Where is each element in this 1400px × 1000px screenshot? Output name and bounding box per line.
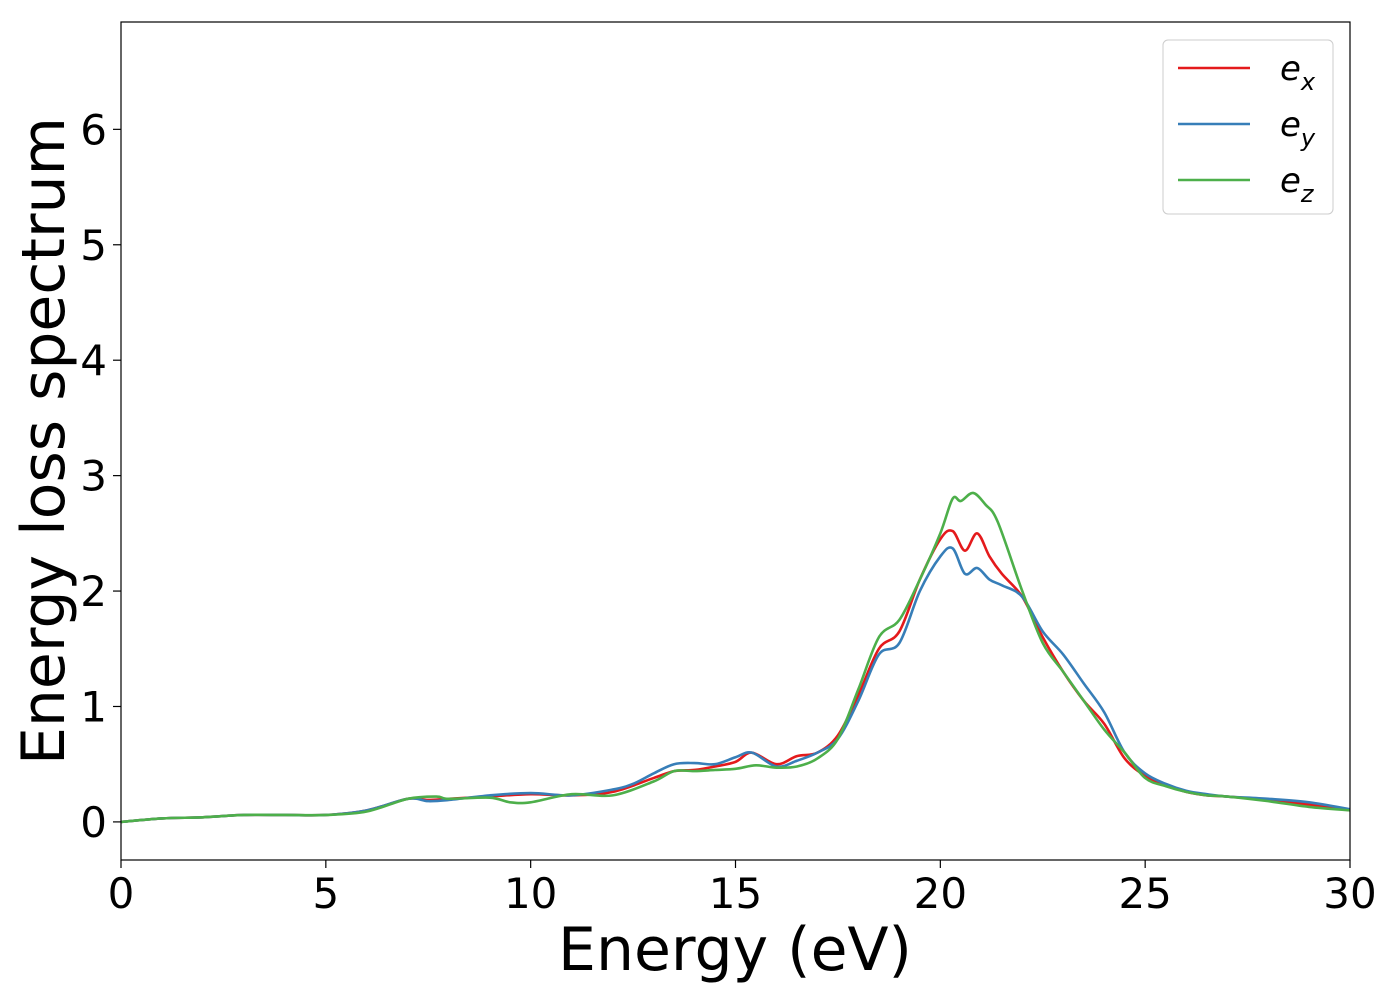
- legend-label-base: e: [1280, 105, 1301, 145]
- plot-area: [120, 21, 1351, 861]
- x-tick-label: 15: [709, 869, 762, 918]
- x-axis-title: Energy (eV): [558, 915, 912, 985]
- y-tick-label: 1: [80, 682, 107, 731]
- x-tick-label: 5: [312, 869, 339, 918]
- legend-label-subscript: y: [1300, 124, 1316, 152]
- legend-label-x: ex: [1280, 49, 1316, 96]
- y-tick-label: 6: [80, 105, 107, 154]
- x-tick-label: 25: [1118, 869, 1171, 918]
- legend-label-z: ez: [1280, 161, 1315, 208]
- x-tick-label: 0: [108, 869, 135, 918]
- y-tick-label: 0: [80, 798, 107, 847]
- y-tick-label: 5: [80, 221, 107, 270]
- legend-label-y: ey: [1280, 105, 1316, 152]
- y-tick-label: 4: [80, 336, 107, 385]
- y-axis-ticks: 0 1 2 3 4 5 6: [80, 105, 121, 847]
- x-tick-label: 30: [1323, 869, 1376, 918]
- x-tick-label: 10: [504, 869, 557, 918]
- legend-box: [1162, 39, 1334, 215]
- y-axis-title: Energy loss spectrum: [9, 117, 79, 765]
- legend-label-subscript: x: [1300, 68, 1316, 96]
- series-line-z: [121, 491, 1350, 824]
- y-tick-label: 3: [80, 452, 107, 501]
- legend-label-subscript: z: [1300, 180, 1315, 208]
- series-layer: [121, 491, 1350, 824]
- legend-label-base: e: [1280, 49, 1301, 89]
- x-tick-label: 20: [914, 869, 967, 918]
- legend-label-base: e: [1280, 161, 1301, 201]
- x-axis-ticks: 0 5 10 15 20 25 30: [108, 860, 1377, 918]
- y-tick-label: 2: [80, 567, 107, 616]
